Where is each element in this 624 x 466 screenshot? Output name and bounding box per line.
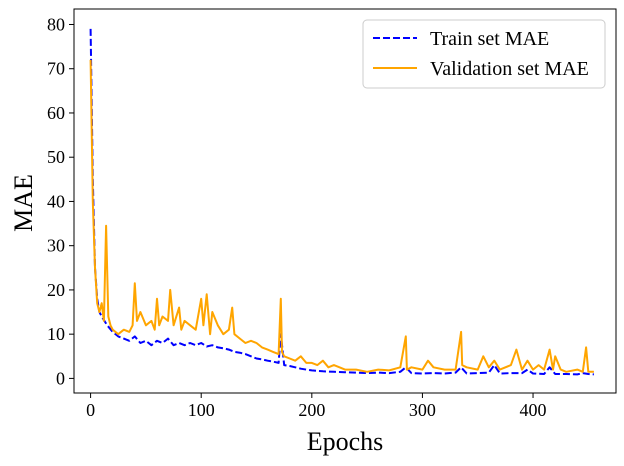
x-tick-label: 200 [298, 400, 325, 420]
series-layer [89, 28, 594, 376]
x-tick-label: 300 [409, 400, 436, 420]
x-tick-label: 100 [188, 400, 215, 420]
y-tick-label: 30 [47, 236, 65, 256]
y-tick-label: 70 [47, 59, 65, 79]
y-tick-label: 20 [47, 280, 65, 300]
x-tick-label: 0 [86, 400, 95, 420]
y-tick-label: 0 [56, 368, 65, 388]
y-tick-label: 80 [47, 14, 65, 34]
legend-box [362, 19, 606, 89]
y-tick-label: 50 [47, 147, 65, 167]
y-tick-label: 60 [47, 103, 65, 123]
y-tick-label: 10 [47, 324, 65, 344]
series-line-validation [89, 59, 594, 373]
x-tick-label: 400 [520, 400, 547, 420]
legend-label-train: Train set MAE [430, 28, 549, 50]
y-tick-label: 40 [47, 191, 65, 211]
ticks-layer: 0 100 200 300 400 0 10 20 30 40 50 60 70 80 [47, 14, 547, 420]
y-axis-label: MAE [9, 174, 38, 232]
plot-frame [73, 8, 617, 394]
legend-label-validation: Validation set MAE [430, 58, 589, 80]
legend: Train set MAE Validation set MAE [362, 19, 606, 89]
x-axis-label: Epochs [307, 427, 384, 456]
